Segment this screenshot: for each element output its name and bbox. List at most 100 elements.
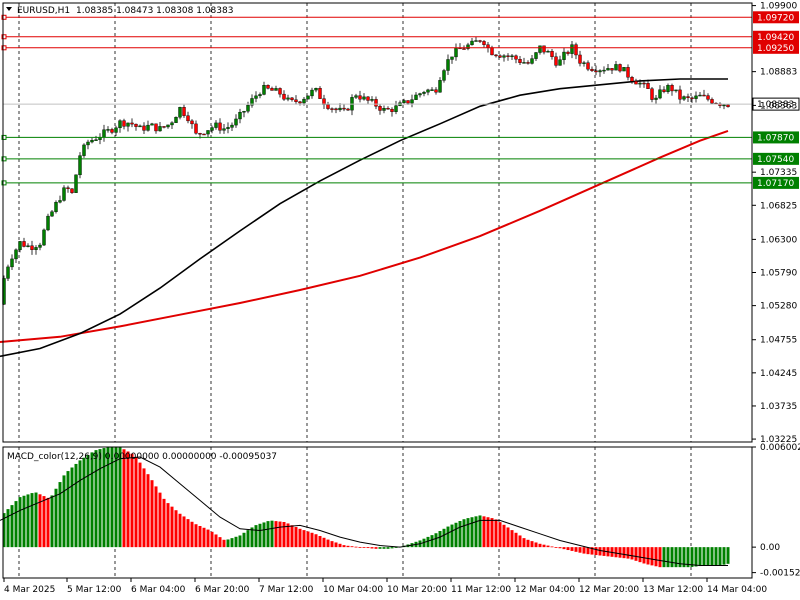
candle-body	[122, 120, 126, 127]
candle-body	[206, 130, 210, 135]
macd-bar	[326, 539, 330, 548]
macd-bar	[86, 455, 90, 548]
macd-bar	[670, 547, 674, 568]
current-price-tag	[752, 97, 800, 111]
level-anchor	[1, 180, 7, 186]
macd-bar	[118, 447, 122, 548]
candle-body	[110, 129, 114, 133]
macd-bar	[30, 493, 34, 548]
macd-bar	[718, 547, 722, 566]
macd-bar	[438, 531, 442, 548]
candle-body	[394, 105, 398, 112]
candle-body	[278, 88, 282, 95]
candle-body	[134, 123, 138, 127]
candle-body	[262, 85, 266, 95]
candle-body	[410, 99, 414, 104]
current-price-label: 1.08383	[757, 100, 794, 110]
candle-body	[366, 96, 370, 101]
time-label: 4 Mar 2025	[4, 585, 55, 595]
candle-body	[318, 88, 322, 99]
candle-body	[54, 201, 58, 212]
candle-body	[454, 47, 458, 58]
candle-body	[94, 139, 98, 141]
candle-body	[86, 141, 90, 146]
macd-bar	[614, 547, 618, 558]
candle-body	[38, 244, 42, 248]
macd-bar	[474, 516, 478, 548]
macd-bar	[142, 468, 146, 548]
candle-body	[706, 95, 710, 100]
macd-bar	[170, 506, 174, 548]
macd-bar	[178, 513, 182, 548]
candle-body	[698, 94, 702, 97]
macd-bar	[674, 547, 678, 568]
candles	[2, 36, 730, 305]
candle-body	[222, 128, 226, 131]
macd-bar	[726, 547, 730, 564]
candle-body	[538, 45, 542, 53]
candle-body	[118, 120, 122, 129]
candle-body	[546, 51, 550, 53]
macd-bar	[426, 536, 430, 548]
candle-body	[490, 47, 494, 56]
macd-bar	[686, 547, 690, 568]
macd-bar	[658, 547, 662, 568]
macd-bar	[698, 547, 702, 567]
macd-bar	[50, 495, 54, 548]
candle-body	[18, 241, 22, 251]
level-tag-label: 1.07540	[757, 155, 794, 165]
candle-body	[302, 98, 306, 104]
candle-body	[254, 95, 258, 99]
dropdown-triangle-icon[interactable]	[6, 7, 12, 11]
candle-body	[202, 133, 206, 136]
price-label: 1.05790	[760, 269, 797, 279]
candle-body	[306, 95, 310, 100]
candle-body	[430, 89, 434, 91]
candle-body	[34, 247, 38, 250]
moving-averages	[0, 78, 729, 358]
macd-bar	[314, 534, 318, 548]
candle-body	[82, 144, 86, 156]
candle-body	[626, 67, 630, 78]
candle-body	[70, 188, 74, 193]
candle-body	[298, 101, 302, 104]
candle-body	[354, 95, 358, 98]
ma-slow-line	[0, 129, 729, 343]
time-label: 5 Mar 12:00	[67, 585, 122, 595]
macd-bar	[510, 530, 514, 548]
candle-body	[178, 107, 182, 118]
candle-body	[274, 88, 278, 91]
level-anchor	[1, 156, 7, 162]
price-label: 1.04755	[760, 336, 797, 346]
macd-bar	[450, 524, 454, 548]
macd-bar	[458, 520, 462, 548]
macd-bar	[38, 494, 42, 548]
candle-body	[566, 51, 570, 54]
macd-panel-frame	[2, 446, 753, 579]
macd-bar	[618, 547, 622, 558]
macd-bar	[102, 448, 106, 548]
macd-bar	[690, 547, 694, 567]
macd-bar	[242, 532, 246, 548]
macd-bar	[390, 547, 394, 549]
candle-body	[722, 104, 726, 107]
candle-body	[150, 123, 154, 126]
candle-body	[654, 97, 658, 100]
macd-bar	[150, 480, 154, 548]
macd-bar	[2, 513, 6, 548]
macd-bar	[470, 517, 474, 548]
macd-bar	[186, 519, 190, 548]
price-label: 1.05280	[760, 302, 797, 312]
macd-bar	[322, 537, 326, 548]
candle-body	[582, 62, 586, 64]
macd-bar	[394, 547, 398, 548]
candle-body	[286, 97, 290, 100]
macd-bar	[702, 547, 706, 566]
candle-body	[598, 70, 602, 73]
macd-bar	[506, 527, 510, 548]
price-label: 1.08363	[760, 101, 797, 111]
ma-fast-line	[0, 78, 728, 358]
